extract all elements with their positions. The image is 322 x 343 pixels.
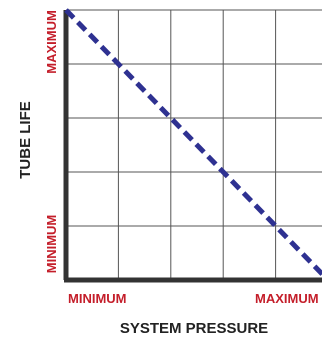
series-line (64, 8, 322, 278)
y-tick-label-max: MAXIMUM (44, 10, 59, 74)
grid (66, 9, 322, 280)
x-axis-title: SYSTEM PRESSURE (120, 320, 268, 337)
y-tick-label-min: MINIMUM (44, 215, 59, 274)
series (64, 8, 322, 278)
x-tick-label-max: MAXIMUM (255, 291, 319, 306)
y-axis-title: TUBE LIFE (17, 101, 34, 179)
axes (63, 10, 322, 283)
x-tick-label-min: MINIMUM (68, 291, 127, 306)
